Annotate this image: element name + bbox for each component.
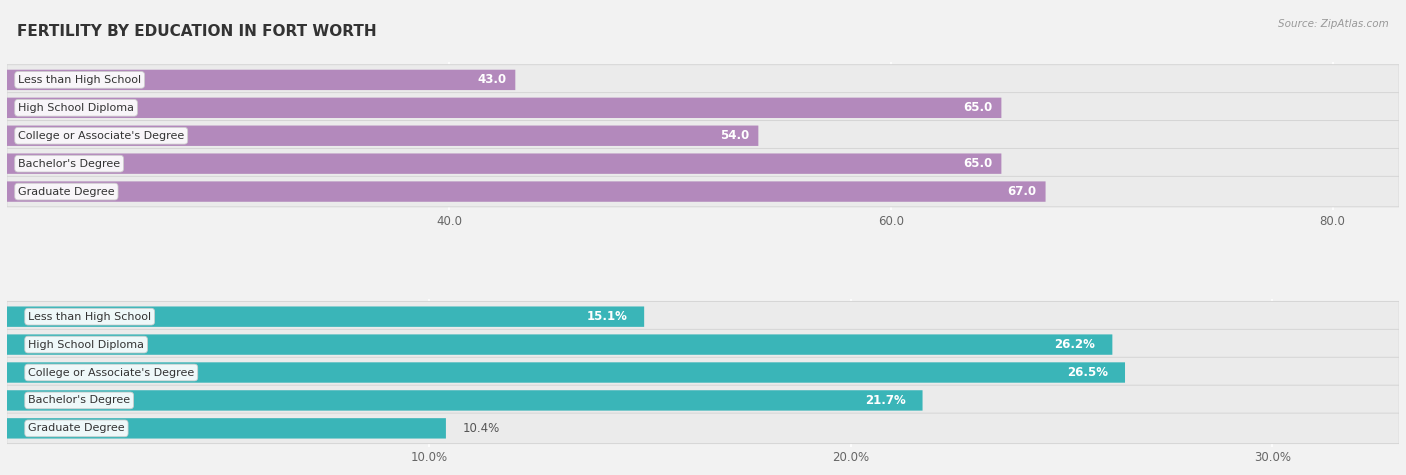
Text: 10.4%: 10.4% — [463, 422, 499, 435]
FancyBboxPatch shape — [7, 362, 1125, 383]
Text: 21.7%: 21.7% — [865, 394, 905, 407]
FancyBboxPatch shape — [7, 149, 1399, 179]
FancyBboxPatch shape — [7, 153, 1001, 174]
Text: College or Associate's Degree: College or Associate's Degree — [18, 131, 184, 141]
Text: 43.0: 43.0 — [477, 74, 506, 86]
Text: Graduate Degree: Graduate Degree — [18, 187, 115, 197]
Text: Source: ZipAtlas.com: Source: ZipAtlas.com — [1278, 19, 1389, 29]
Text: 65.0: 65.0 — [963, 101, 993, 114]
FancyBboxPatch shape — [7, 302, 1399, 332]
FancyBboxPatch shape — [7, 418, 446, 438]
FancyBboxPatch shape — [7, 181, 1046, 202]
FancyBboxPatch shape — [7, 93, 1399, 123]
Text: High School Diploma: High School Diploma — [18, 103, 134, 113]
FancyBboxPatch shape — [7, 357, 1399, 388]
Text: Graduate Degree: Graduate Degree — [28, 423, 125, 433]
FancyBboxPatch shape — [7, 98, 1001, 118]
FancyBboxPatch shape — [7, 390, 922, 410]
Text: 26.5%: 26.5% — [1067, 366, 1108, 379]
Text: 15.1%: 15.1% — [586, 310, 627, 323]
Text: 67.0: 67.0 — [1008, 185, 1036, 198]
Text: High School Diploma: High School Diploma — [28, 340, 145, 350]
FancyBboxPatch shape — [7, 413, 1399, 444]
FancyBboxPatch shape — [7, 385, 1399, 416]
Text: 65.0: 65.0 — [963, 157, 993, 170]
FancyBboxPatch shape — [7, 70, 516, 90]
Text: 54.0: 54.0 — [720, 129, 749, 142]
Text: Less than High School: Less than High School — [18, 75, 141, 85]
FancyBboxPatch shape — [7, 306, 644, 327]
Text: Bachelor's Degree: Bachelor's Degree — [28, 395, 131, 406]
FancyBboxPatch shape — [7, 65, 1399, 95]
Text: FERTILITY BY EDUCATION IN FORT WORTH: FERTILITY BY EDUCATION IN FORT WORTH — [17, 24, 377, 39]
Text: 26.2%: 26.2% — [1054, 338, 1095, 351]
Text: Less than High School: Less than High School — [28, 312, 152, 322]
Text: Bachelor's Degree: Bachelor's Degree — [18, 159, 120, 169]
FancyBboxPatch shape — [7, 125, 758, 146]
FancyBboxPatch shape — [7, 176, 1399, 207]
Text: College or Associate's Degree: College or Associate's Degree — [28, 368, 194, 378]
FancyBboxPatch shape — [7, 121, 1399, 151]
FancyBboxPatch shape — [7, 334, 1112, 355]
FancyBboxPatch shape — [7, 329, 1399, 360]
